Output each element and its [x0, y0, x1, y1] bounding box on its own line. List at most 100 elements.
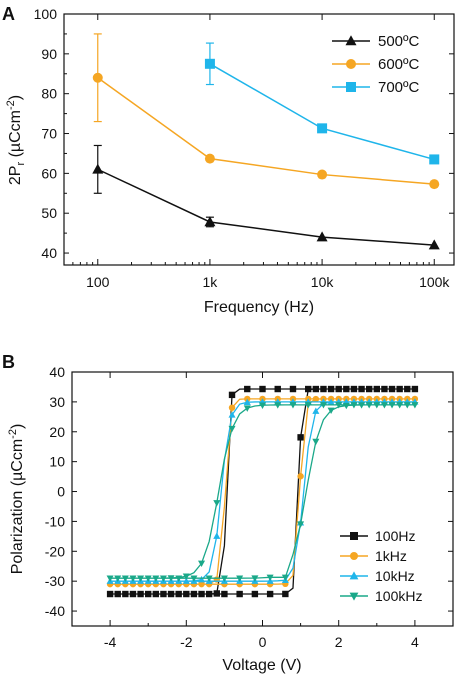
y-tick-label: 90	[41, 46, 57, 62]
y-tick-label: -40	[45, 603, 65, 619]
y-tick-label: 40	[41, 245, 57, 261]
data-point	[365, 402, 373, 409]
data-point	[122, 590, 129, 598]
y-tick-label: -10	[45, 513, 65, 529]
data-point	[388, 402, 396, 409]
panel-b-series	[106, 385, 419, 598]
series-0	[92, 144, 440, 250]
data-point	[251, 575, 259, 582]
data-point	[396, 402, 404, 409]
data-point	[114, 575, 122, 582]
x-tick-label: 4	[411, 634, 419, 650]
data-point	[160, 590, 167, 598]
x-tick-label: -4	[104, 634, 117, 650]
y-tick-label: 70	[41, 126, 57, 142]
loop-line	[109, 404, 415, 579]
y-tick-label: -30	[45, 573, 65, 589]
data-point	[343, 385, 350, 393]
y-tick-label: 0	[57, 484, 65, 500]
data-point	[92, 163, 104, 174]
data-point	[205, 575, 213, 582]
panel-a-x-axis: 100 1k 10k 100k	[72, 14, 450, 290]
data-point	[236, 575, 244, 582]
data-point	[167, 590, 175, 598]
series-line	[97, 77, 435, 185]
data-point	[312, 407, 320, 414]
data-point	[198, 560, 206, 568]
data-point	[198, 580, 205, 588]
panel-b-label: B	[2, 352, 15, 372]
legend-marker	[346, 82, 356, 92]
data-point	[304, 402, 312, 409]
x-tick-label: 10k	[311, 274, 335, 290]
data-point	[297, 521, 305, 528]
data-point	[137, 575, 145, 582]
legend-label: 100kHz	[375, 588, 422, 604]
panel-b-y-axis-title: Polarization (µCcm-2)	[7, 424, 26, 575]
legend-marker	[350, 552, 358, 560]
data-point	[213, 590, 220, 597]
y-tick-label: 10	[49, 454, 65, 470]
data-point	[259, 385, 266, 393]
data-point	[289, 402, 297, 409]
data-point	[129, 590, 137, 598]
data-point	[167, 575, 175, 582]
data-point	[190, 575, 198, 582]
data-point	[244, 385, 251, 393]
data-point	[258, 402, 267, 409]
data-point	[190, 590, 198, 598]
data-point	[320, 385, 327, 393]
y-tick-label: 30	[49, 394, 65, 410]
data-point	[152, 590, 160, 598]
x-tick-label: 100	[86, 274, 110, 290]
legend-label: 600ºC	[378, 56, 420, 73]
series-0	[106, 385, 419, 598]
data-point	[312, 438, 320, 446]
data-point	[266, 590, 274, 598]
data-point	[411, 385, 419, 393]
data-point	[373, 385, 380, 393]
panel-a-y-axis: 40 50 60 70 80 90 100	[34, 6, 454, 261]
data-point	[403, 402, 411, 409]
data-point	[281, 574, 289, 581]
data-point	[228, 391, 236, 399]
series-1	[92, 33, 440, 190]
data-point	[220, 575, 228, 582]
data-point	[221, 590, 228, 598]
legend-marker	[350, 532, 358, 540]
data-point	[317, 123, 328, 134]
data-point	[251, 590, 259, 598]
loop-line	[110, 401, 415, 582]
legend-marker	[346, 59, 356, 69]
loop-line	[110, 398, 415, 585]
data-point	[228, 411, 236, 418]
data-point	[152, 575, 160, 582]
data-point	[373, 402, 381, 409]
data-point	[144, 575, 152, 582]
data-point	[404, 385, 411, 393]
data-point	[365, 385, 373, 393]
data-point	[327, 385, 335, 393]
data-point	[429, 179, 440, 190]
series-line	[97, 168, 435, 246]
panel-a-plot-frame	[63, 13, 455, 266]
data-point	[198, 575, 206, 583]
data-point	[175, 590, 182, 598]
data-point	[350, 385, 358, 393]
data-point	[335, 402, 343, 409]
y-tick-label: 100	[34, 6, 58, 22]
panel-a-legend: 500ºC 600ºC 700ºC	[332, 33, 420, 96]
panel-a-x-axis-title: Frequency (Hz)	[204, 299, 314, 316]
data-point	[145, 590, 152, 598]
data-point	[411, 402, 419, 409]
data-point	[319, 402, 327, 409]
data-point	[312, 395, 320, 403]
data-point	[388, 385, 396, 393]
data-point	[327, 398, 335, 405]
data-point	[175, 575, 183, 582]
panel-a-label: A	[2, 4, 15, 24]
panel-a: A 40 50 60 70 80 90 100 100 1k 10k 100k Frequency…	[2, 4, 455, 316]
panel-a-y-axis-title: 2Pr (µCcm-2)	[5, 95, 27, 185]
